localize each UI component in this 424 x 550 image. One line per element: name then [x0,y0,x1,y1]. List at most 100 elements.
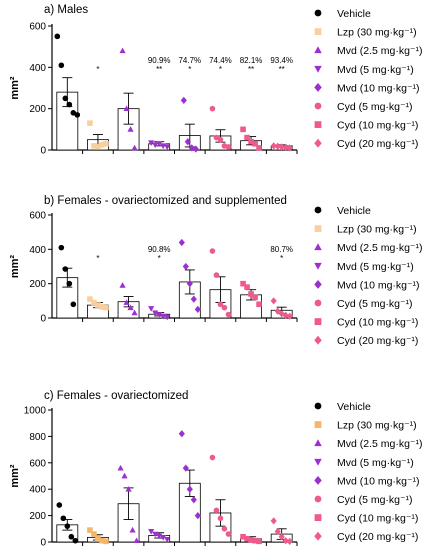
y-tick-label: 1000 [24,406,47,417]
percent-label: 90.8% [148,245,171,254]
data-point [188,144,195,152]
data-point [72,537,79,544]
data-point [252,294,258,301]
data-point [129,526,136,533]
data-point [274,142,281,150]
data-point [286,537,293,545]
y-tick-label: 200 [29,511,46,522]
data-point [270,142,277,150]
legend-marker [314,514,322,521]
data-point [225,144,232,150]
data-point [213,507,220,514]
data-point [274,307,281,315]
data-point [91,531,97,537]
data-point [119,47,126,54]
data-point [133,537,140,544]
data-point [217,301,224,308]
data-point [256,301,262,308]
legend-marker [314,421,322,428]
y-tick-label: 600 [29,458,46,469]
data-point [125,485,132,492]
y-tick-label: 0 [40,538,46,549]
data-point [66,280,73,287]
data-point [248,537,254,543]
data-point [148,306,155,312]
significance-marker: ** [156,65,162,74]
data-point [99,142,105,148]
legend-label: Cyd (5 mg·kg⁻¹) [337,494,413,506]
data-point [178,238,185,247]
y-tick-label: 600 [29,22,46,33]
data-point [87,527,93,533]
data-point [91,143,97,149]
data-point [127,126,134,132]
legend-label: Vehicle [337,205,371,217]
data-point [117,464,124,471]
significance-marker: ** [248,65,254,74]
legend-marker [314,531,322,541]
percent-label: 80.7% [270,245,293,254]
data-point [91,299,97,306]
significance-marker: * [96,254,99,263]
legend-label: Vehicle [337,8,371,20]
data-point [225,311,232,318]
legend-marker [314,28,322,35]
legend-label: Cyd (20 mg·kg⁻¹) [337,335,418,347]
data-point [282,143,289,152]
y-tick-label: 600 [29,211,46,222]
data-point [148,529,155,535]
legend-marker [314,102,322,110]
data-point [54,33,61,40]
legend-marker [314,262,322,270]
percent-label: 74.7% [178,56,201,65]
data-point [164,536,171,543]
data-point [62,95,69,102]
panel-title: a) Males [44,4,88,16]
data-point [103,538,109,545]
significance-marker: * [280,254,283,263]
data-point [64,523,71,529]
data-point [221,304,228,311]
legend-label: Cyd (5 mg·kg⁻¹) [337,298,413,310]
legend-marker [314,318,322,325]
data-point [244,284,250,290]
data-point [180,96,187,105]
data-point [152,310,159,317]
legend-marker [314,225,322,232]
data-point [248,291,254,297]
data-point [182,262,189,271]
legend-label: Mvd (2.5 mg·kg⁻¹) [337,242,422,254]
data-point [186,485,193,493]
y-tick-label: 200 [29,279,46,290]
legend-marker [314,9,322,17]
legend-marker [314,475,322,485]
data-point [256,538,262,545]
percent-label: 93.4% [270,56,293,65]
data-point [240,280,246,287]
data-point [95,302,101,308]
legend-marker [314,402,322,410]
data-point [99,537,105,544]
legend-label: Cyd (10 mg·kg⁻¹) [337,317,418,329]
legend-label: Cyd (20 mg·kg⁻¹) [337,531,418,543]
data-point [286,312,293,320]
data-point [274,527,281,536]
legend-marker [314,121,322,128]
legend-label: Mvd (5 mg·kg⁻¹) [337,64,414,76]
data-point [209,105,216,112]
panel-a: a) Males0200400600mm²*90.9%**74.7%*74.4%… [9,4,422,157]
data-point [209,248,216,254]
legend-marker [314,335,322,345]
data-point [282,537,289,545]
panel-b: b) Females - ovariectomized and suppleme… [9,195,422,347]
data-point [244,134,250,141]
legend-marker [314,206,322,214]
data-point [282,311,289,320]
significance-marker: * [96,65,99,74]
data-point [160,535,167,541]
data-point [192,145,199,153]
data-point [252,141,258,147]
data-point [131,309,138,316]
data-point [225,531,232,537]
